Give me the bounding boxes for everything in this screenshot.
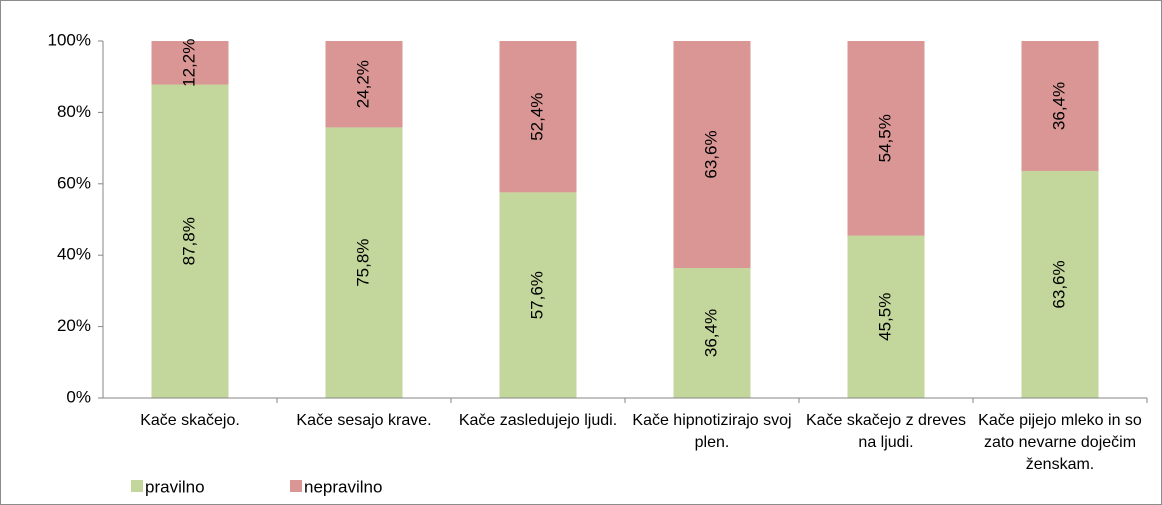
bar-segment xyxy=(847,41,925,236)
legend-swatch xyxy=(131,480,143,492)
y-tick-label: 40% xyxy=(57,245,91,264)
data-label: 63,6% xyxy=(701,130,720,178)
bar-segment xyxy=(673,41,751,269)
bar-segment xyxy=(673,268,751,398)
x-tick-label: Kače pijejo mleko in so zato nevarne doj… xyxy=(978,412,1142,473)
x-tick-label: Kače zasledujejo ljudi. xyxy=(458,412,618,429)
x-tick-label: Kače skačejo z dreves na ljudi. xyxy=(805,412,967,451)
data-label: 12,2% xyxy=(179,39,198,87)
bar-segment xyxy=(151,41,229,85)
data-label: 57,6% xyxy=(527,271,546,319)
legend-label: nepravilno xyxy=(304,477,382,496)
data-label: 52,4% xyxy=(527,93,546,141)
y-tick-label: 60% xyxy=(57,173,91,192)
data-label: 54,5% xyxy=(875,114,894,162)
bar-segment xyxy=(151,84,229,398)
data-label: 45,5% xyxy=(875,293,894,341)
x-tick-label: Kače skačejo. xyxy=(140,412,240,429)
bar-segment xyxy=(325,127,403,398)
data-label: 87,8% xyxy=(179,217,198,265)
y-tick-label: 100% xyxy=(48,30,91,49)
legend-swatch xyxy=(290,480,302,492)
bar-segment xyxy=(1021,41,1099,171)
x-tick-label: Kače sesajo krave. xyxy=(296,412,432,429)
data-label: 36,4% xyxy=(701,309,720,357)
data-label: 63,6% xyxy=(1049,260,1068,308)
x-tick-label: Kače hipnotizirajo svoj plen. xyxy=(632,412,792,451)
bar-segment xyxy=(499,41,577,193)
data-label: 24,2% xyxy=(353,60,372,108)
data-label: 75,8% xyxy=(353,239,372,287)
bar-segment xyxy=(325,41,403,128)
legend-label: pravilno xyxy=(145,477,205,496)
bar-segment xyxy=(847,235,925,398)
y-tick-label: 20% xyxy=(57,316,91,335)
y-tick-label: 80% xyxy=(57,102,91,121)
data-label: 36,4% xyxy=(1049,82,1068,130)
y-tick-label: 0% xyxy=(66,387,91,406)
bar-segment xyxy=(1021,170,1099,398)
bar-segment xyxy=(499,192,577,398)
